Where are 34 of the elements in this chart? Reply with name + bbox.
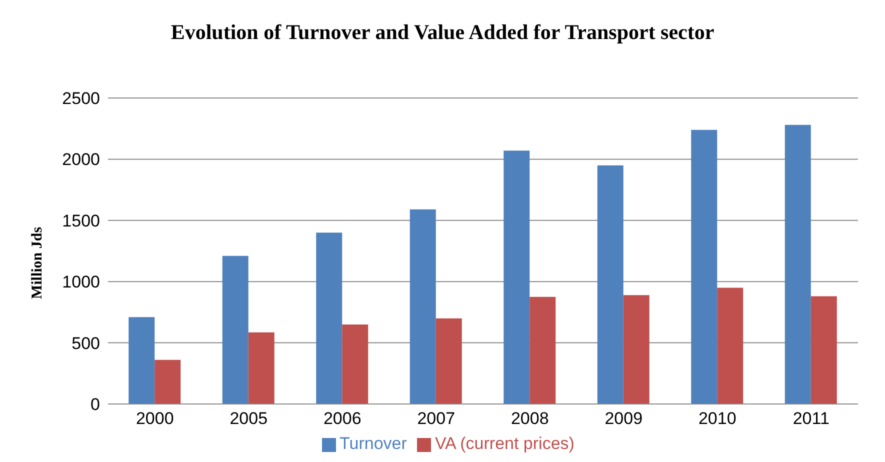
bar <box>154 360 181 404</box>
bar <box>810 296 837 404</box>
bar <box>530 296 556 404</box>
bar <box>597 165 624 404</box>
x-tick-label: 2011 <box>792 409 830 428</box>
bar <box>691 130 718 404</box>
chart-title: Evolution of Turnover and Value Added for Transport sector <box>170 20 716 45</box>
bar <box>128 317 155 404</box>
bar <box>410 209 436 404</box>
y-tick-label: 1000 <box>62 272 100 292</box>
y-tick-label: 500 <box>72 334 100 353</box>
x-tick-label: 2009 <box>604 409 643 428</box>
y-axis-title: Million Jds <box>30 226 46 300</box>
bar <box>436 318 462 404</box>
bar <box>717 288 744 404</box>
legend-label: Turnover <box>340 434 407 453</box>
x-tick-label: 2000 <box>136 409 174 428</box>
y-tick-label: 2000 <box>62 150 100 170</box>
bar <box>248 332 274 404</box>
bar <box>504 150 530 404</box>
x-tick-label: 2007 <box>417 409 456 428</box>
x-tick-label: 2010 <box>698 409 736 428</box>
y-tick-label: 0 <box>90 395 100 414</box>
bar <box>222 256 248 404</box>
x-tick-label: 2006 <box>323 409 362 428</box>
y-tick-label: 1500 <box>62 211 100 230</box>
bar <box>316 232 342 404</box>
legend-label: VA (current prices) <box>434 434 574 453</box>
y-tick-label: 2500 <box>62 89 100 108</box>
bar <box>784 124 811 404</box>
x-tick-label: 2008 <box>510 409 549 428</box>
bar <box>623 295 650 404</box>
x-tick-label: 2005 <box>230 409 268 428</box>
bar <box>342 324 368 404</box>
